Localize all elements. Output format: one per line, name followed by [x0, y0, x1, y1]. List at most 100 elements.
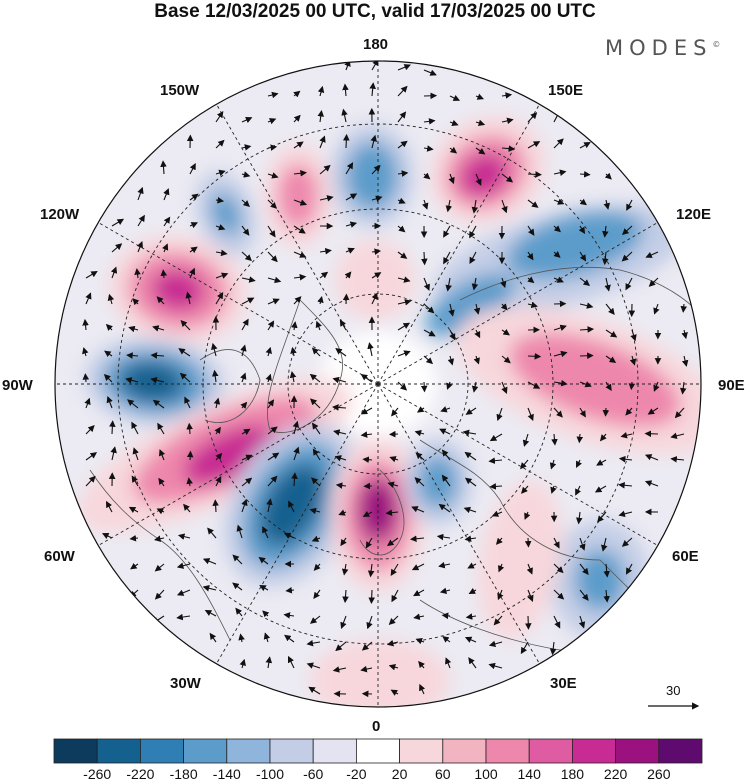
- wind-arrow: [465, 407, 477, 415]
- lon-label-30e: 30E: [550, 675, 577, 692]
- wind-arrow: [313, 563, 321, 571]
- coastline: [459, 267, 701, 321]
- wind-arrow: [241, 276, 256, 283]
- wind-arrow: [423, 69, 437, 76]
- wind-arrow: [527, 112, 538, 123]
- colorbar-tick-label: 140: [517, 766, 541, 782]
- wind-arrow: [389, 456, 399, 463]
- wind-arrow: [367, 342, 374, 357]
- wind-arrow: [267, 399, 275, 409]
- wind-arrow: [293, 251, 307, 258]
- wind-arrow: [283, 612, 295, 619]
- wind-arrow: [475, 93, 484, 100]
- colorbar-tick-label: 60: [435, 766, 451, 782]
- wind-arrow: [293, 141, 304, 149]
- wind-arrow: [550, 485, 557, 494]
- colorbar-tick-label: -100: [255, 766, 285, 782]
- wind-arrow: [469, 251, 477, 265]
- wind-arrow: [397, 276, 411, 283]
- wind-arrow: [603, 589, 610, 603]
- wind-arrow: [551, 433, 558, 446]
- anomaly-blob: [425, 273, 515, 337]
- wind-arrow: [553, 589, 565, 600]
- wind-arrow: [232, 582, 243, 591]
- wind-arrow: [501, 145, 516, 152]
- wind-arrow: [625, 563, 633, 575]
- wind-arrow: [423, 355, 434, 365]
- wind-arrow: [597, 511, 607, 523]
- wind-arrow: [110, 266, 118, 279]
- wind-arrow: [334, 455, 347, 462]
- wind-arrow: [110, 446, 117, 461]
- wind-arrow: [263, 632, 271, 643]
- wind-arrow: [238, 633, 245, 643]
- wind-arrow: [241, 428, 251, 436]
- wind-arrow: [388, 615, 399, 626]
- wind-arrow: [241, 477, 253, 487]
- wind-arrow: [553, 251, 561, 258]
- colorbar-tick-label: -60: [303, 766, 324, 782]
- wind-arrow: [202, 585, 217, 592]
- wind-arrow: [319, 247, 332, 255]
- wind-arrow: [618, 510, 633, 518]
- wind-arrow: [527, 251, 534, 261]
- wind-arrow: [265, 373, 272, 383]
- wind-arrow: [285, 586, 295, 594]
- wind-arrow: [475, 119, 486, 127]
- wind-arrow: [501, 381, 508, 394]
- wind-arrow: [340, 615, 347, 630]
- wind-arrow: [236, 524, 243, 539]
- wind-arrow: [604, 172, 612, 180]
- wind-arrow: [602, 225, 609, 238]
- wind-arrow: [501, 328, 510, 336]
- wind-arrow: [82, 318, 89, 331]
- wind-arrow: [464, 535, 477, 542]
- wind-arrow: [266, 498, 273, 513]
- wind-arrow: [341, 108, 348, 123]
- wind-arrow: [553, 198, 565, 205]
- wind-arrow: [85, 452, 98, 461]
- wind-arrow: [215, 272, 229, 279]
- wind-arrow: [368, 589, 375, 605]
- wind-arrow: [549, 459, 557, 470]
- wind-arrow: [240, 372, 247, 383]
- wind-arrow: [291, 472, 298, 487]
- wind-arrow: [262, 526, 269, 539]
- wind-vectors: [82, 61, 689, 698]
- wind-arrow: [388, 664, 399, 671]
- wind-arrow: [625, 277, 633, 291]
- wind-arrow: [495, 537, 503, 545]
- wind-arrow: [267, 251, 278, 263]
- wind-arrow: [423, 329, 436, 337]
- wind-arrow: [501, 173, 514, 183]
- wind-arrow: [185, 291, 192, 305]
- wind-arrow: [293, 446, 300, 461]
- wind-arrow: [241, 117, 253, 124]
- wind-arrow: [579, 326, 595, 333]
- wind-arrow: [653, 303, 660, 315]
- wind-arrow: [439, 428, 451, 435]
- wind-arrow: [362, 510, 373, 517]
- wind-arrow: [440, 406, 451, 413]
- wind-arrow: [365, 537, 373, 549]
- wind-arrow: [449, 146, 458, 154]
- wind-arrow: [500, 277, 507, 289]
- wind-arrow: [267, 426, 278, 435]
- wind-arrow: [605, 355, 617, 364]
- wind-arrow: [293, 169, 307, 177]
- wind-arrow: [475, 173, 482, 186]
- wind-arrow: [215, 249, 228, 257]
- wind-arrow: [105, 500, 113, 513]
- wind-arrow: [579, 407, 586, 418]
- wind-arrow: [153, 535, 165, 542]
- wind-arrow: [527, 301, 538, 309]
- wind-arrow: [414, 429, 425, 437]
- wind-arrow: [553, 537, 560, 549]
- wind-arrow: [647, 407, 659, 415]
- wind-arrow: [471, 277, 479, 291]
- wind-arrow: [576, 459, 582, 468]
- wind-arrow: [215, 475, 222, 487]
- wind-arrow: [131, 421, 139, 435]
- wind-arrow: [132, 447, 139, 461]
- wind-arrow: [150, 352, 165, 359]
